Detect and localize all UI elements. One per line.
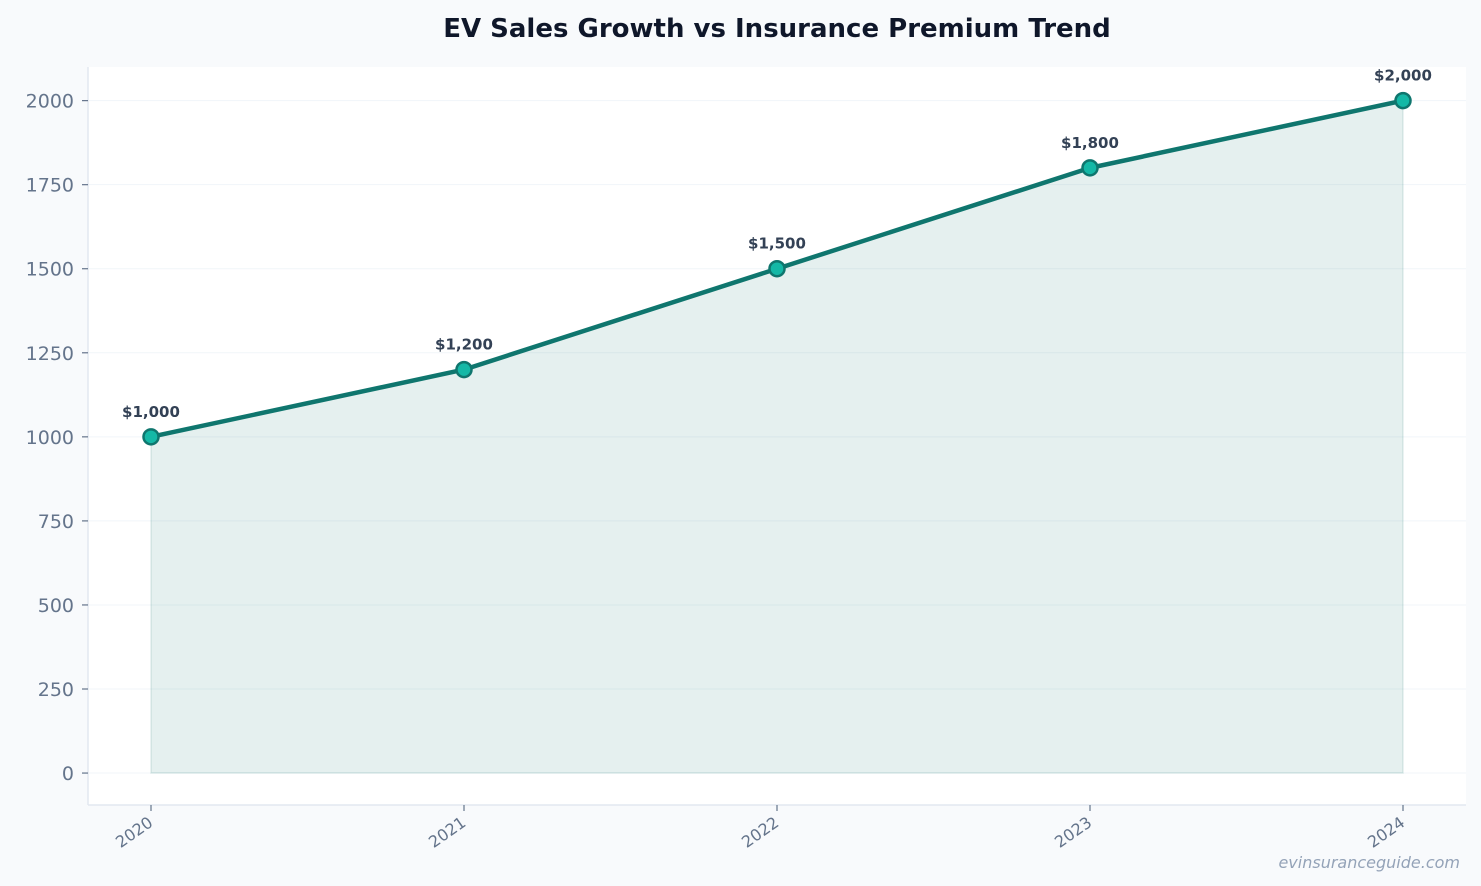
data-point	[142, 428, 160, 446]
y-tick-label: 2000	[26, 91, 74, 113]
watermark-text: evinsuranceguide.com	[1278, 853, 1460, 872]
data-point	[1081, 159, 1099, 177]
data-label: $1,000	[122, 403, 180, 421]
data-point	[1394, 91, 1412, 110]
data-point	[455, 360, 473, 379]
y-tick-label: 1500	[26, 259, 74, 281]
chart-title: EV Sales Growth vs Insurance Premium Tre…	[443, 14, 1111, 44]
data-label: $1,800	[1061, 134, 1119, 152]
data-label: $1,500	[748, 235, 806, 253]
data-label: $1,200	[435, 336, 493, 354]
data-point	[768, 259, 786, 278]
y-tick-label: 250	[38, 679, 74, 701]
y-tick-label: 1250	[26, 343, 74, 365]
y-tick-label: 1750	[26, 175, 74, 197]
y-tick-label: 500	[38, 595, 74, 617]
plot-area	[88, 67, 1466, 805]
y-tick-label: 1000	[26, 427, 74, 449]
data-labels: $1,000 $1,200 $1,500 $1,800 $2,000	[122, 67, 1432, 421]
series-group	[142, 91, 1412, 774]
data-label: $2,000	[1374, 67, 1432, 85]
y-tick-label: 750	[38, 511, 74, 533]
y-tick-label: 0	[62, 763, 74, 785]
